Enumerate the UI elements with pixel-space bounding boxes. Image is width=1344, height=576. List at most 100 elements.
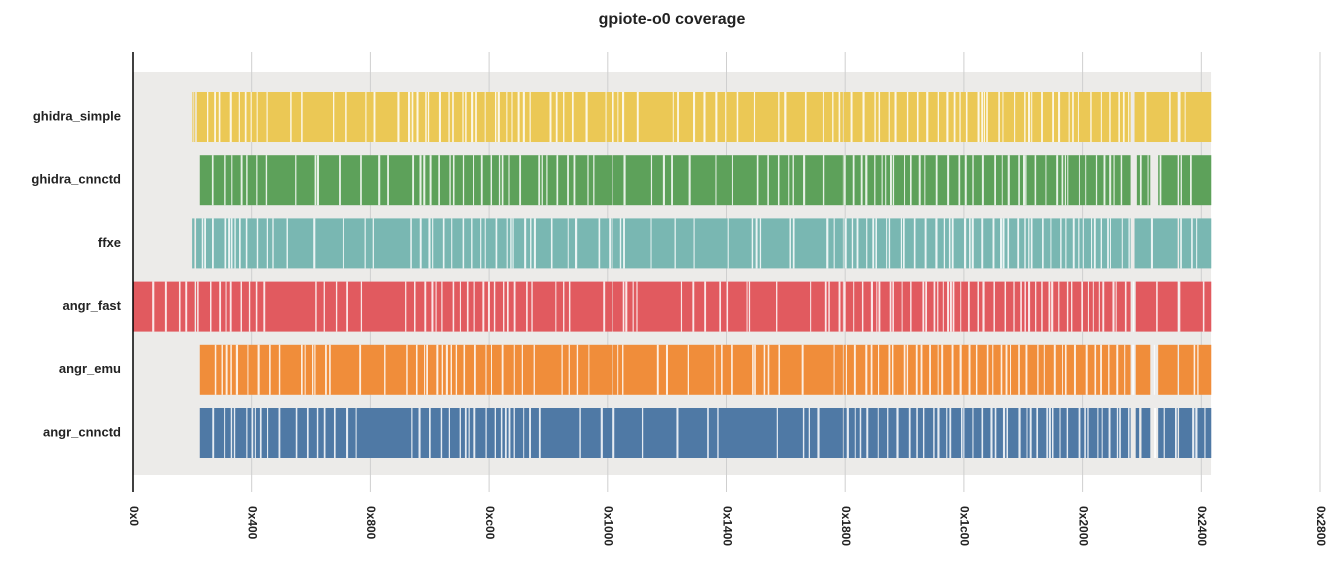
coverage-gap xyxy=(355,408,357,458)
coverage-gap xyxy=(870,344,873,395)
coverage-gap xyxy=(314,344,316,395)
coverage-gap xyxy=(1024,92,1026,142)
coverage-gap xyxy=(960,281,962,332)
coverage-gap xyxy=(1073,344,1076,395)
coverage-gap xyxy=(1006,408,1009,458)
coverage-gap xyxy=(1102,281,1105,332)
coverage-gap xyxy=(1108,408,1111,458)
coverage-gap xyxy=(672,92,674,142)
coverage-gap xyxy=(715,155,717,206)
coverage-gap xyxy=(224,155,226,206)
coverage-gap xyxy=(924,155,926,206)
coverage-gap xyxy=(1022,155,1025,206)
coverage-gap xyxy=(1098,281,1100,332)
coverage-gap xyxy=(508,408,511,458)
coverage-gap xyxy=(314,155,317,206)
coverage-gap xyxy=(1081,281,1084,332)
coverage-gap xyxy=(1025,344,1028,395)
coverage-gap xyxy=(998,92,1000,142)
coverage-gap xyxy=(531,281,533,332)
coverage-gap xyxy=(427,92,430,142)
coverage-gap xyxy=(981,155,984,206)
coverage-gap xyxy=(501,344,504,395)
coverage-gap xyxy=(517,92,520,142)
coverage-gap xyxy=(994,408,997,458)
coverage-bar-ghidra_simple xyxy=(1179,92,1212,142)
coverage-gap xyxy=(650,218,652,269)
coverage-gap xyxy=(485,344,487,395)
coverage-gap xyxy=(342,218,344,269)
coverage-gap xyxy=(1085,155,1087,206)
coverage-bar-angr_emu xyxy=(199,344,613,395)
coverage-gap xyxy=(333,92,335,142)
coverage-gap xyxy=(892,155,895,206)
coverage-bar-ffxe xyxy=(196,218,613,269)
coverage-gap xyxy=(900,218,903,269)
coverage-gap xyxy=(269,344,271,395)
coverage-gap xyxy=(861,281,864,332)
coverage-gap xyxy=(1059,408,1061,458)
coverage-gap xyxy=(1092,281,1094,332)
coverage-bar-ghidra_simple xyxy=(1134,92,1178,142)
coverage-gap xyxy=(1018,155,1020,206)
coverage-gap xyxy=(1064,155,1066,206)
coverage-gap xyxy=(316,155,320,206)
coverage-gap xyxy=(801,344,804,395)
coverage-gap xyxy=(952,281,955,332)
coverage-gap xyxy=(972,155,974,206)
coverage-gap xyxy=(878,92,881,142)
coverage-gap xyxy=(529,92,531,142)
coverage-gap xyxy=(316,408,319,458)
category-label: ffxe xyxy=(98,235,121,250)
coverage-gap xyxy=(538,408,541,458)
coverage-bar-angr_cnnctd xyxy=(1141,408,1151,458)
coverage-gap xyxy=(937,281,939,332)
coverage-gap xyxy=(1153,344,1155,395)
coverage-gap xyxy=(1029,408,1032,458)
coverage-gap xyxy=(850,92,853,142)
coverage-gap xyxy=(924,218,927,269)
coverage-gap xyxy=(623,155,626,206)
coverage-gap xyxy=(1100,344,1102,395)
coverage-gap xyxy=(1009,344,1012,395)
coverage-gap xyxy=(257,344,260,395)
coverage-gap xyxy=(1020,281,1022,332)
coverage-gap xyxy=(397,92,400,142)
coverage-gap xyxy=(891,344,894,395)
coverage-gap xyxy=(1078,218,1080,269)
coverage-gap xyxy=(576,344,579,395)
coverage-gap xyxy=(1066,408,1069,458)
coverage-gap xyxy=(1067,155,1069,206)
coverage-gap xyxy=(529,408,531,458)
coverage-gap xyxy=(692,281,695,332)
coverage-gap xyxy=(384,344,386,395)
coverage-gap xyxy=(777,155,780,206)
coverage-gap xyxy=(1191,218,1193,269)
coverage-gap xyxy=(1120,155,1123,206)
coverage-gap xyxy=(753,92,756,142)
coverage-gap xyxy=(178,281,181,332)
coverage-gap xyxy=(435,281,437,332)
coverage-gap xyxy=(497,92,500,142)
coverage-gap xyxy=(1202,281,1205,332)
coverage-gap xyxy=(1060,218,1062,269)
coverage-gap xyxy=(1000,344,1003,395)
coverage-gap xyxy=(214,344,217,395)
coverage-gap xyxy=(1058,281,1060,332)
coverage-gap xyxy=(731,155,733,206)
coverage-gap xyxy=(1053,344,1056,395)
coverage-gap xyxy=(411,92,414,142)
coverage-gap xyxy=(1064,344,1067,395)
coverage-gap xyxy=(993,281,995,332)
coverage-gap xyxy=(865,155,868,206)
coverage-bar-ghidra_simple xyxy=(196,92,613,142)
coverage-gap xyxy=(826,218,829,269)
coverage-gap xyxy=(1195,408,1198,458)
coverage-gap xyxy=(304,344,306,395)
coverage-gap xyxy=(508,155,510,206)
coverage-gap xyxy=(925,281,928,332)
coverage-gap xyxy=(922,408,925,458)
coverage-gap xyxy=(833,218,835,269)
coverage-gap xyxy=(1028,92,1031,142)
